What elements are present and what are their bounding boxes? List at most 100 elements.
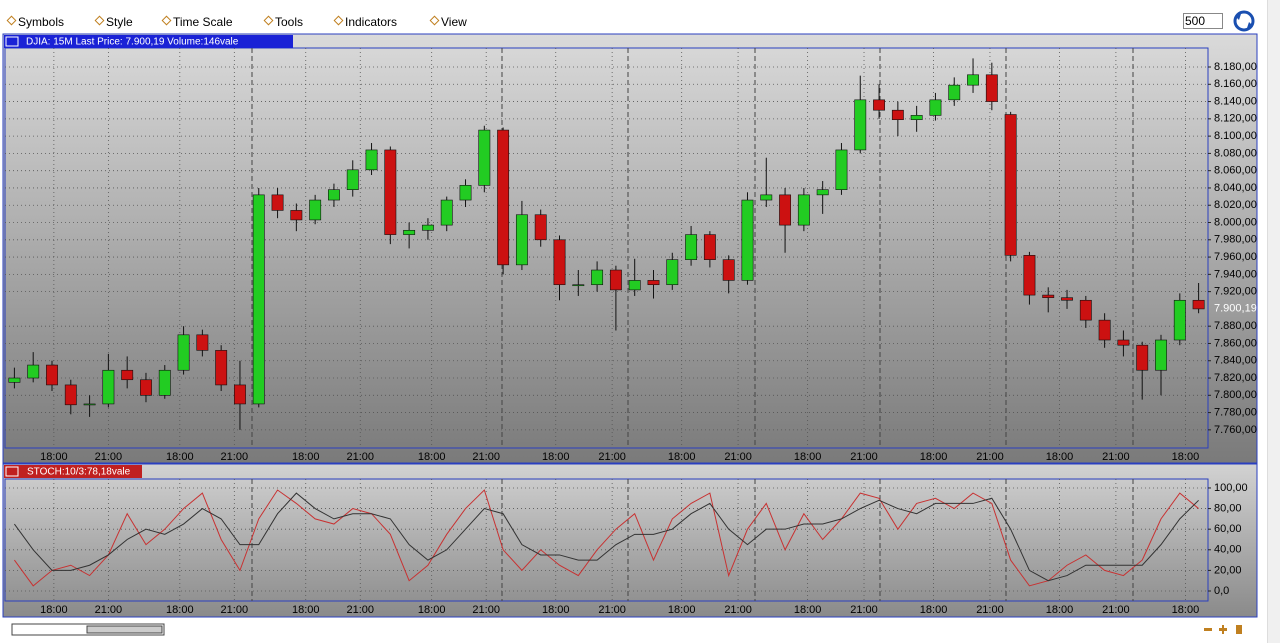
x-tick-label: 21:00 — [346, 604, 374, 616]
candle-body — [948, 84, 961, 101]
menu-tools[interactable]: Tools — [265, 15, 303, 29]
candle-body — [703, 234, 716, 260]
y-tick-label: 80,00 — [1214, 502, 1242, 514]
y-tick-label: 7.820,00 — [1214, 372, 1257, 384]
candle-body — [591, 269, 604, 286]
stoch-line — [13, 492, 1199, 582]
candle-body — [609, 269, 622, 291]
candle-body — [797, 194, 810, 226]
x-tick-label: 18:00 — [668, 451, 696, 463]
main-header: DJIA: 15M Last Price: 7.900,19 Volume:14… — [26, 37, 239, 48]
candle-body — [497, 129, 510, 266]
candle-body — [83, 403, 96, 406]
candle-body — [27, 364, 40, 379]
candle-body — [910, 115, 923, 121]
candle-body — [440, 199, 453, 226]
candle-body — [1117, 339, 1130, 346]
panel-icon — [5, 466, 19, 477]
candle-body — [459, 185, 472, 201]
x-tick-label: 18:00 — [1172, 451, 1200, 463]
candle-body — [534, 214, 547, 241]
x-tick-label: 18:00 — [292, 604, 320, 616]
candle-body — [967, 74, 979, 86]
candle-body — [891, 109, 904, 121]
y-tick-label: 60,00 — [1214, 523, 1242, 535]
bars-input[interactable]: 500 — [1183, 13, 1223, 29]
y-tick-label: 7.960,00 — [1214, 251, 1257, 263]
candle-body — [1173, 299, 1186, 341]
x-tick-label: 18:00 — [40, 604, 68, 616]
menu-style[interactable]: Style — [96, 15, 133, 29]
y-tick-label: 8.080,00 — [1214, 147, 1257, 159]
x-tick-label: 21:00 — [1102, 451, 1130, 463]
candle-body — [140, 379, 152, 396]
main-plot-frame — [4, 47, 1209, 449]
y-tick-label: 8.120,00 — [1214, 113, 1257, 125]
candle-body — [628, 280, 641, 291]
stoch-header-bg — [4, 465, 142, 478]
zoom-controls[interactable] — [1204, 625, 1242, 634]
candle-body — [328, 189, 340, 201]
y-tick-label: 7.800,00 — [1214, 389, 1257, 401]
y-tick-label: 8.060,00 — [1214, 165, 1257, 177]
candle-body — [572, 284, 585, 287]
x-tick-label: 21:00 — [724, 604, 752, 616]
candle-body — [158, 369, 171, 396]
x-tick-label: 18:00 — [1172, 604, 1200, 616]
x-tick-label: 18:00 — [542, 604, 570, 616]
stoch-line — [13, 489, 1199, 587]
candle-body — [666, 259, 679, 286]
x-tick-label: 18:00 — [920, 451, 948, 463]
x-tick-label: 21:00 — [472, 451, 500, 463]
candle-body — [1042, 294, 1055, 298]
candle-body — [1192, 299, 1205, 310]
x-tick-label: 18:00 — [166, 604, 194, 616]
x-tick-label: 21:00 — [850, 604, 878, 616]
candle-body — [1023, 255, 1036, 296]
menu-view[interactable]: View — [431, 15, 467, 29]
y-tick-label: 8.140,00 — [1214, 95, 1257, 107]
candle-body — [873, 99, 885, 111]
menu-symbols[interactable]: Symbols — [8, 15, 64, 29]
y-tick-label: 100,00 — [1214, 482, 1248, 494]
y-tick-label: 0,0 — [1214, 585, 1229, 597]
y-tick-label: 8.000,00 — [1214, 216, 1257, 228]
x-tick-label: 21:00 — [1102, 604, 1130, 616]
candle-body — [647, 280, 660, 286]
candle-body — [685, 234, 698, 260]
x-tick-label: 18:00 — [920, 604, 948, 616]
v-scrollbar[interactable] — [1267, 0, 1280, 643]
candle-body — [46, 364, 58, 386]
candle-body — [478, 129, 491, 186]
panel-icon — [5, 36, 19, 47]
h-scroll-thumb[interactable] — [86, 625, 163, 634]
candle-body — [1155, 339, 1167, 371]
candle-body — [271, 194, 284, 211]
candle-body — [252, 194, 265, 405]
y-tick-label: 7.920,00 — [1214, 286, 1257, 298]
x-tick-label: 21:00 — [221, 451, 249, 463]
x-tick-label: 21:00 — [598, 604, 626, 616]
x-tick-label: 18:00 — [542, 451, 570, 463]
y-tick-label: 7.840,00 — [1214, 355, 1257, 367]
candle-body — [421, 224, 434, 231]
y-tick-label: 7.760,00 — [1214, 424, 1257, 436]
candle-body — [985, 74, 998, 102]
menu-indicators[interactable]: Indicators — [335, 15, 397, 29]
candle-body — [177, 334, 190, 371]
menu-time-scale[interactable]: Time Scale — [163, 15, 233, 29]
x-tick-label: 21:00 — [850, 451, 878, 463]
candle-body — [779, 194, 792, 226]
candle-body — [290, 210, 303, 221]
candle-body — [1136, 344, 1149, 371]
candle-body — [722, 259, 735, 281]
x-tick-label: 18:00 — [1046, 451, 1074, 463]
candle-body — [835, 149, 848, 190]
y-tick-label: 7.940,00 — [1214, 268, 1257, 280]
y-tick-label: 8.180,00 — [1214, 61, 1257, 73]
candle-body — [121, 369, 134, 381]
candle-body — [215, 350, 228, 386]
candle-body — [346, 169, 359, 190]
refresh-button[interactable] — [1233, 10, 1255, 32]
